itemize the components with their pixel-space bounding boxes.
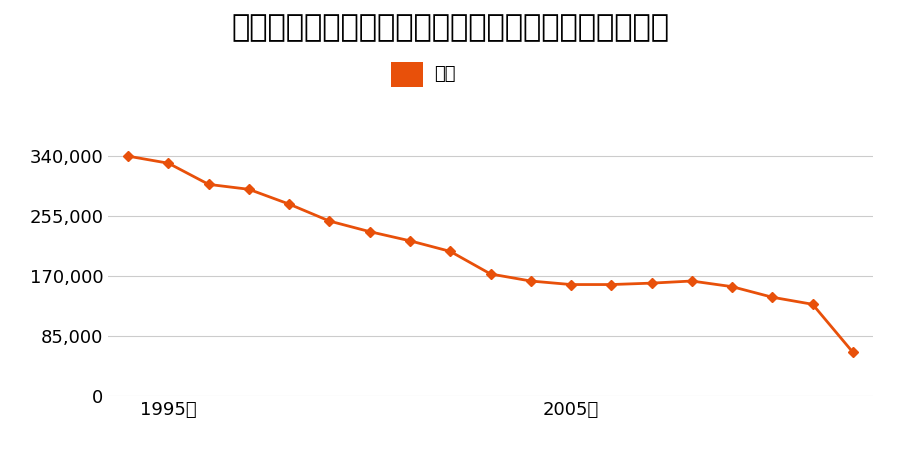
Bar <box>391 62 423 87</box>
Text: 価格: 価格 <box>434 65 455 83</box>
Text: 千葉県市川市大野町２丁目１８７５番２７の地価推移: 千葉県市川市大野町２丁目１８７５番２７の地価推移 <box>231 14 669 42</box>
